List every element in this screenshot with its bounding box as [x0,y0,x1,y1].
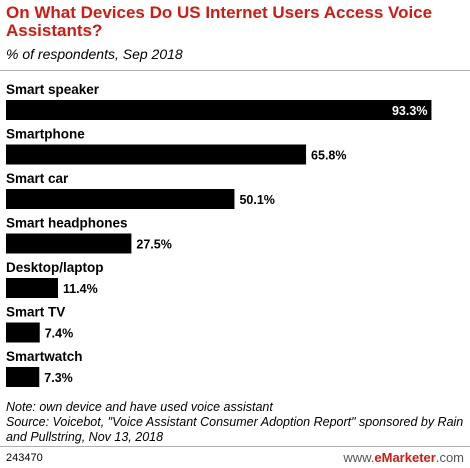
brand-link[interactable]: www.eMarketer.com [343,450,464,465]
value-label: 7.4% [45,327,74,341]
bar [6,322,40,343]
category-label: Desktop/laptop [6,260,104,275]
category-label: Smart TV [6,305,65,320]
brand-suffix: .com [435,450,464,465]
chart-title: On What Devices Do US Internet Users Acc… [6,3,433,40]
chart-id: 243470 [6,452,43,464]
bar [6,367,40,387]
value-label: 11.4% [63,282,98,296]
value-label: 27.5% [136,238,171,252]
note-text: Note: own device and have used voice ass… [6,400,273,414]
category-label: Smartwatch [6,349,83,364]
category-label: Smart speaker [6,82,100,97]
bar [6,189,235,209]
bar [6,233,132,254]
top-divider [0,70,470,71]
chart-subtitle: % of respondents, Sep 2018 [6,46,183,62]
category-label: Smartphone [6,127,85,142]
category-label: Smart headphones [6,216,128,231]
bar [6,278,58,298]
brand-prefix: www. [343,450,375,465]
value-label: 50.1% [239,193,274,207]
value-label: 65.8% [311,149,346,163]
bar [6,100,432,120]
value-label: 7.3% [44,371,72,385]
brand-name: eMarketer [374,450,436,465]
chart-notes: Note: own device and have used voice ass… [6,400,464,445]
category-label: Smart car [6,171,69,186]
source-text: Source: Voicebot, "Voice Assistant Consu… [6,415,464,444]
bottom-divider [0,446,470,447]
bar-chart: Smart speaker 93.3% Smartphone 65.8% Smart c… [6,82,432,387]
value-label: 93.3% [392,104,427,118]
bar [6,144,307,165]
